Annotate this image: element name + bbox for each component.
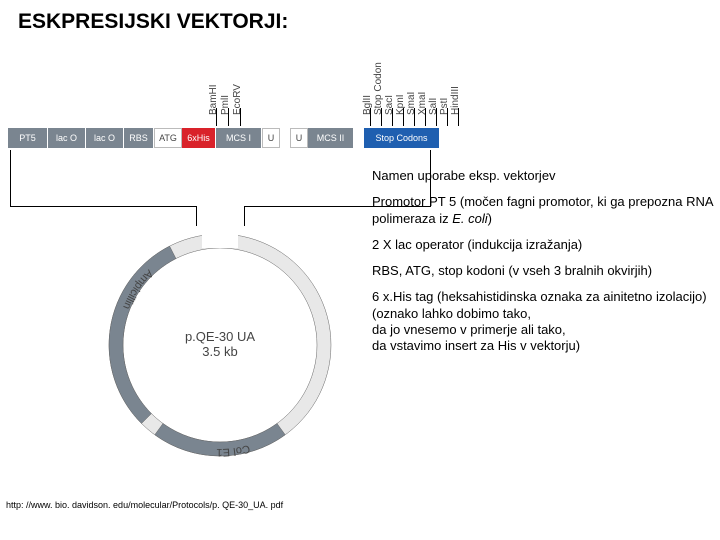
map-segment: 6xHis <box>182 128 216 148</box>
restriction-site-label: PstI <box>439 98 450 115</box>
restriction-site-label: EcoRV <box>232 84 243 115</box>
description-list: Namen uporabe eksp. vektorjev Promotor PT… <box>372 168 720 364</box>
map-segment: Stop Codons <box>364 128 440 148</box>
map-segment: ATG <box>154 128 182 148</box>
plasmid-name: p.QE-30 UA <box>105 329 335 344</box>
description-item: Promotor PT 5 (močen fagni promotor, ki … <box>372 194 720 227</box>
restriction-site-label: HindIII <box>450 86 461 115</box>
map-segment: lac O <box>86 128 124 148</box>
map-segment: lac O <box>48 128 86 148</box>
restriction-site-label: SalI <box>428 98 439 115</box>
map-segment: PT5 <box>8 128 48 148</box>
connector-line <box>10 150 11 206</box>
map-segment: U <box>262 128 280 148</box>
restriction-site-label: KpnI <box>395 94 406 115</box>
plasmid-name-label: p.QE-30 UA3.5 kb <box>105 329 335 359</box>
description-item: RBS, ATG, stop kodoni (v vseh 3 bralnih … <box>372 263 720 279</box>
plasmid-size: 3.5 kb <box>105 344 335 359</box>
page-title: ESKPRESIJSKI VEKTORJI: <box>18 10 288 34</box>
map-segment: MCS II <box>308 128 354 148</box>
restriction-site-label: PmlI <box>220 95 231 115</box>
connector-line <box>244 206 245 226</box>
restriction-site-label: SmaI <box>406 92 417 115</box>
description-item: Namen uporabe eksp. vektorjev <box>372 168 720 184</box>
connector-line <box>196 206 197 226</box>
restriction-site-label: SacI <box>384 95 395 115</box>
plasmid-diagram: AmpicillinCol E1 p.QE-30 UA3.5 kb <box>105 230 335 460</box>
restriction-site-label: BamHI <box>208 84 219 115</box>
connector-line <box>10 206 196 207</box>
map-segment <box>280 128 290 148</box>
restriction-site-label: Stop Codon <box>373 62 384 115</box>
restriction-site-label: BglII <box>362 95 373 115</box>
description-item: 2 X lac operator (indukcija izražanja) <box>372 237 720 253</box>
description-item: 6 x.His tag (heksahistidinska oznaka za … <box>372 289 720 354</box>
restriction-site-label: XmaI <box>417 92 428 115</box>
vector-linear-map: PT5lac Olac ORBSATG6xHisMCS IUUMCS IISto… <box>8 128 440 148</box>
map-segment <box>354 128 364 148</box>
map-segment: MCS I <box>216 128 262 148</box>
map-segment: U <box>290 128 308 148</box>
source-url: http: //www. bio. davidson. edu/molecula… <box>6 500 306 510</box>
map-segment: RBS <box>124 128 154 148</box>
